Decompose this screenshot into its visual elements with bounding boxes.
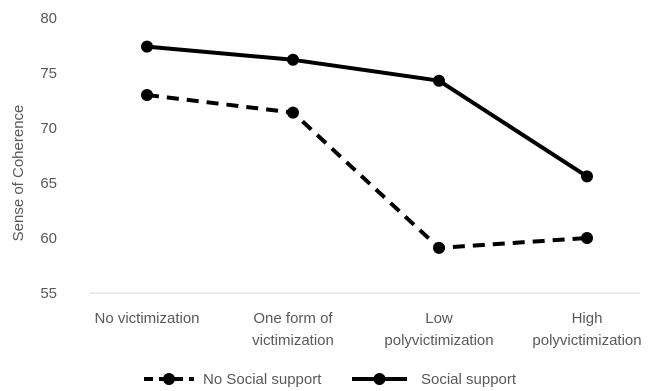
series-line [146,44,589,179]
data-point [433,74,445,87]
data-point [433,241,445,254]
x-tick-labels: No victimization One form of victimization… [94,310,641,349]
x-tick-label: polyvictimization [532,332,641,349]
x-tick-label: victimization [252,332,334,349]
x-tick-label: High [572,310,603,327]
x-tick-label: Low [425,310,453,327]
y-tick-label: 55 [40,285,57,302]
y-tick-labels: 55 60 65 70 75 80 [40,10,57,302]
y-axis-label: Sense of Coherence [10,105,27,242]
data-point [287,53,299,66]
legend-label: Social support [421,371,517,388]
legend-marker [373,373,386,385]
series-line [146,93,588,250]
x-tick-label: No victimization [94,310,199,327]
legend-marker [163,373,175,385]
legend-label: No Social support [203,371,322,388]
y-tick-label: 70 [40,120,57,137]
series-group [141,40,593,254]
y-tick-label: 60 [40,230,57,247]
data-point [141,89,153,101]
x-tick-label: polyvictimization [384,332,493,349]
data-point [141,40,153,53]
legend: No Social support Social support [144,371,517,388]
y-tick-label: 75 [40,65,57,82]
data-point [581,232,593,244]
data-point [287,106,299,119]
x-tick-label: One form of [253,310,333,327]
data-point [581,170,593,183]
y-tick-label: 65 [40,175,57,192]
y-tick-label: 80 [40,10,57,27]
